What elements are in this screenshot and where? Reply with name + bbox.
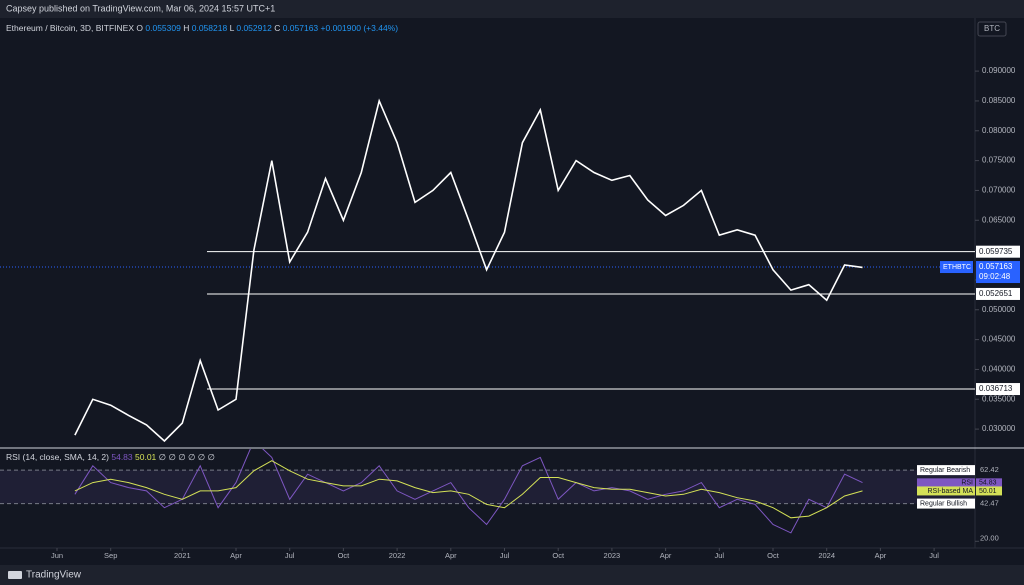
- ohlc-value: 0.058218: [192, 23, 228, 33]
- x-tick-label: Apr: [230, 551, 242, 560]
- y-tick-label: 0.065000: [982, 215, 1016, 224]
- level-tag: [976, 245, 1020, 258]
- series-name: RSI: [961, 480, 973, 487]
- x-tick-label: 2022: [389, 551, 406, 560]
- series-name: RSI-based MA: [927, 488, 973, 495]
- change: +0.001900: [321, 23, 362, 33]
- rsi-value: 54.83: [111, 452, 133, 462]
- ohlc-value: 0.055309: [145, 23, 181, 33]
- series-tag: [940, 261, 973, 274]
- band-tag: [917, 465, 975, 476]
- publish-note: Capsey published on TradingView.com, Mar…: [6, 3, 275, 13]
- x-tick-label: Apr: [875, 551, 887, 560]
- level-tag: [976, 383, 1020, 396]
- price-tag: [976, 261, 1020, 284]
- band-value: 62.42: [980, 465, 999, 474]
- legend: Ethereum / Bitcoin, 3D, BITFINEX O 0.055…: [6, 23, 398, 33]
- band-tag: [917, 498, 975, 509]
- change-pct: (+3.44%): [363, 23, 398, 33]
- level-label: 0.059735: [979, 247, 1013, 256]
- rsi-legend: RSI (14, close, SMA, 14, 2) 54.83 50.01 …: [6, 452, 216, 462]
- ohlc-value: 0.057163: [283, 23, 319, 33]
- currency-button[interactable]: [977, 21, 1007, 37]
- x-tick-label: Oct: [552, 551, 565, 560]
- y-tick-label: 0.035000: [982, 394, 1016, 403]
- level-label: 0.036713: [979, 384, 1013, 393]
- ohlc-key: O: [136, 23, 143, 33]
- y-tick-label: 0.045000: [982, 335, 1016, 344]
- rsi-title: RSI (14, close, SMA, 14, 2): [6, 452, 109, 462]
- x-tick-label: Apr: [660, 551, 672, 560]
- rsi-band: [0, 470, 975, 504]
- y-tick-label: 20.00: [980, 533, 999, 542]
- series-tag-label: ETHBTC: [943, 264, 971, 271]
- ma-value: 50.01: [135, 452, 157, 462]
- x-tick-label: Sep: [104, 551, 117, 560]
- y-tick-label: 0.040000: [982, 365, 1016, 374]
- ohlc-key: L: [230, 23, 235, 33]
- y-tick-label: 0.090000: [982, 66, 1016, 75]
- symbol-title: Ethereum / Bitcoin, 3D, BITFINEX: [6, 23, 134, 33]
- y-tick-label: 0.030000: [982, 424, 1016, 433]
- x-tick-label: Oct: [338, 551, 351, 560]
- y-tick-label: 0.085000: [982, 96, 1016, 105]
- x-tick-label: 2024: [818, 551, 835, 560]
- na-values: ∅ ∅ ∅ ∅ ∅ ∅: [159, 452, 216, 462]
- y-tick-label: 0.080000: [982, 126, 1016, 135]
- series-line: [74, 460, 863, 519]
- x-tick-label: Oct: [767, 551, 780, 560]
- brand: TradingView: [26, 570, 82, 581]
- bottom-bar: [0, 565, 1024, 585]
- band-name: Regular Bearish: [920, 467, 970, 474]
- x-tick-label: Apr: [445, 551, 457, 560]
- level-tag: [976, 287, 1020, 300]
- last-value: 50.01: [979, 488, 997, 495]
- x-tick-label: Jul: [929, 551, 939, 560]
- x-tick-label: 2021: [174, 551, 191, 560]
- ohlc-key: H: [183, 23, 189, 33]
- y-tick-label: 0.070000: [982, 186, 1016, 195]
- x-tick-label: Jul: [500, 551, 510, 560]
- series-name-tag: [917, 478, 975, 488]
- ohlc-key: C: [274, 23, 280, 33]
- x-tick-label: Jul: [285, 551, 295, 560]
- currency: BTC: [984, 24, 1000, 33]
- band-name: Regular Bullish: [920, 500, 967, 507]
- y-tick-label: 0.050000: [982, 305, 1016, 314]
- last-value: 54.83: [979, 480, 997, 487]
- series-line: [74, 449, 863, 534]
- last-value-tag: [976, 486, 1002, 496]
- countdown: 09:02:48: [979, 272, 1011, 281]
- x-tick-label: Jul: [715, 551, 725, 560]
- x-tick-label: Jun: [51, 551, 63, 560]
- y-tick-label: 0.075000: [982, 156, 1016, 165]
- x-tick-label: 2023: [604, 551, 621, 560]
- level-label: 0.052651: [979, 289, 1013, 298]
- ohlc-value: 0.052912: [236, 23, 272, 33]
- band-value: 42.47: [980, 499, 999, 508]
- top-bar: [0, 0, 1024, 18]
- brand-logo: [8, 571, 22, 579]
- series-name-tag: [917, 486, 975, 496]
- series-line: [74, 98, 863, 443]
- last-value-tag: [976, 478, 1002, 488]
- price-tag-label: 0.057163: [979, 262, 1013, 271]
